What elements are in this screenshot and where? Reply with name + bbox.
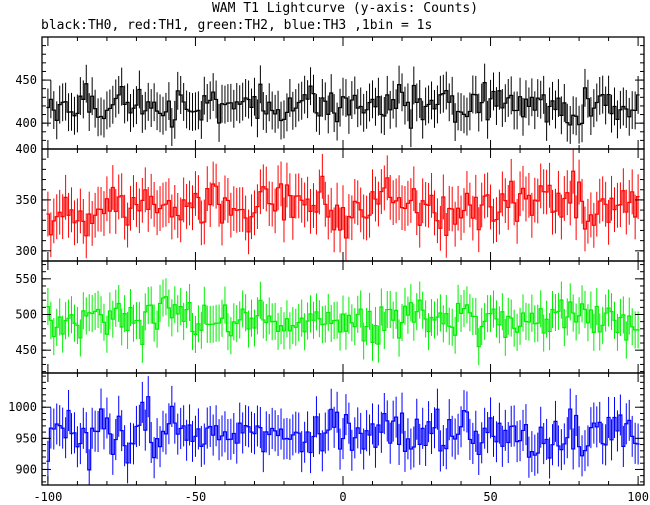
- chart-subtitle: black:TH0, red:TH1, green:TH2, blue:TH3 …: [41, 18, 432, 33]
- y-tick-label: 450: [15, 73, 37, 87]
- series-th2: [46, 278, 640, 366]
- series-th1: [46, 149, 640, 261]
- step-line-th0: [46, 82, 640, 129]
- y-tick-label: 900: [15, 462, 37, 476]
- y-tick-label: 300: [15, 244, 37, 258]
- chart-title: WAM T1 Lightcurve (y-axis: Counts): [212, 1, 478, 16]
- series-th3: [46, 376, 640, 485]
- panel-th0: 400 450: [15, 36, 645, 150]
- error-bars-th3: [47, 376, 639, 485]
- y-tick-label: 400: [15, 116, 37, 130]
- series-th0: [46, 63, 640, 148]
- step-line-th2: [46, 296, 640, 348]
- y-tick-label: 350: [15, 193, 37, 207]
- x-tick-label: -100: [33, 490, 62, 504]
- x-tick-label: 0: [339, 490, 346, 504]
- x-tick-label: 50: [483, 490, 497, 504]
- panel-th1: 300 350 400: [15, 142, 645, 262]
- panel-th2: 450 500 550: [15, 260, 645, 374]
- y-tick-label: 400: [15, 142, 37, 156]
- error-bars-th2: [47, 278, 639, 366]
- y-tick-label: 950: [15, 431, 37, 445]
- y-tick-label: 1000: [8, 400, 37, 414]
- x-tick-label: -50: [185, 490, 207, 504]
- step-line-th1: [46, 170, 640, 239]
- y-tick-label: 500: [15, 308, 37, 322]
- x-tick-label: 100: [627, 490, 649, 504]
- y-tick-label: 550: [15, 272, 37, 286]
- step-line-th3: [46, 396, 640, 471]
- y-tick-label: 450: [15, 343, 37, 357]
- panel-th3: 900 950 1000: [8, 372, 645, 486]
